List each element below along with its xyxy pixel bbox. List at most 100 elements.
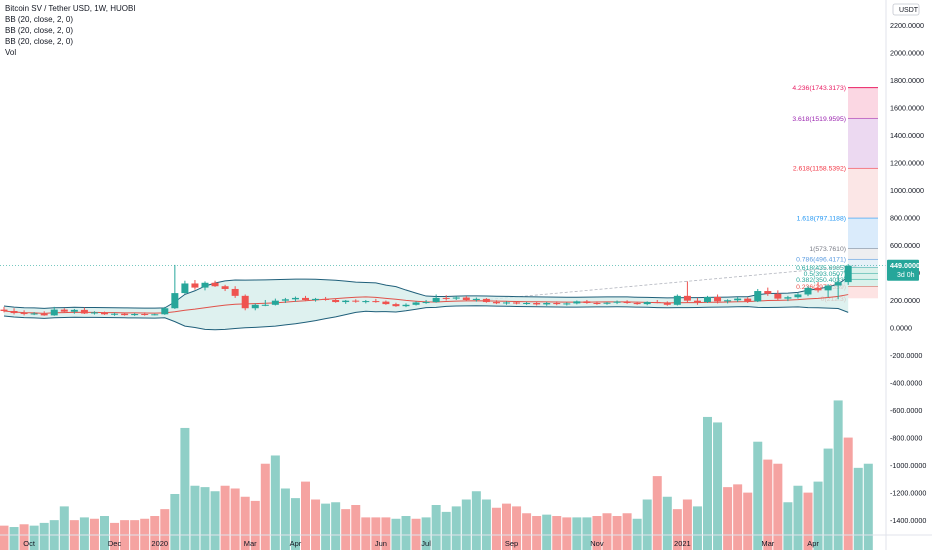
fib-zone — [848, 267, 878, 274]
y-tick-label: -800.0000 — [890, 434, 922, 443]
candle-body — [673, 295, 681, 305]
fib-level-label: 0.236(297.6359) — [796, 284, 846, 291]
volume-bar — [682, 499, 692, 550]
volume-bar — [371, 517, 381, 550]
candle-body — [101, 312, 108, 315]
volume-bar — [542, 514, 552, 550]
price-axis[interactable]: 2200.0000 2000.0000 1800.0000 1600.0000 1400… — [885, 0, 926, 550]
fib-zone — [848, 168, 878, 218]
candle-body — [663, 302, 671, 305]
volume-bar — [652, 476, 662, 550]
candle-body — [754, 291, 762, 302]
volume-bar — [29, 525, 39, 550]
volume-bar — [512, 506, 522, 550]
y-tick-label: 600.0000 — [890, 241, 920, 250]
y-tick-label: -600.0000 — [890, 406, 922, 415]
y-tick-label: 0.0000 — [890, 324, 912, 333]
fib-extension-layer[interactable]: 0.236(297.6359)0.382(350.4033)0.5(393.05… — [0, 85, 886, 303]
volume-bar — [160, 509, 170, 550]
bb-indicator-2[interactable]: BB (20, close, 2, 0) — [5, 26, 74, 35]
candle-body — [251, 304, 259, 309]
candle-body — [342, 300, 350, 303]
candle-body — [181, 283, 189, 294]
candle-body — [131, 314, 139, 316]
candle-body — [352, 300, 360, 302]
fib-zone — [848, 286, 878, 299]
candle-body — [794, 294, 802, 298]
bb-indicator-3[interactable]: BB (20, close, 2, 0) — [5, 37, 74, 46]
candle-body — [834, 282, 842, 286]
volume-bar — [481, 499, 491, 550]
x-tick-label: Oct — [23, 539, 36, 548]
volume-bar — [632, 518, 642, 550]
fib-zone — [848, 279, 878, 287]
y-tick-label: 1400.0000 — [890, 131, 924, 140]
volume-bar — [552, 516, 562, 550]
volume-bar — [391, 518, 401, 550]
volume-bar — [471, 491, 481, 550]
volume-bar — [582, 517, 592, 550]
volume-bar — [773, 463, 783, 550]
volume-bar — [421, 517, 431, 550]
candle-body — [462, 297, 470, 300]
candle-body — [141, 314, 149, 316]
last-price-label[interactable] — [887, 259, 919, 281]
candle-body — [10, 310, 18, 314]
volume-bar — [89, 518, 99, 550]
x-tick-label: Apr — [807, 539, 819, 548]
fib-zone — [848, 217, 878, 249]
volume-bar — [622, 513, 632, 550]
volume-bar — [431, 505, 441, 550]
volume-bar — [803, 492, 813, 550]
legend: Bitcoin SV / Tether USD, 1W, HUOBI BB (2… — [5, 3, 136, 58]
volume-bar — [522, 513, 532, 550]
y-tick-label: -1200.0000 — [890, 489, 926, 498]
volume-bar — [602, 513, 612, 550]
volume-bar — [311, 499, 321, 550]
volume-bar — [381, 517, 391, 550]
candle-body — [90, 312, 98, 314]
candle-body — [281, 299, 289, 301]
volume-bar — [833, 400, 843, 550]
time-axis[interactable]: Oct Dec 2020 Mar Apr Jun Jul Sep Nov 2021 Mar Apr — [0, 534, 932, 548]
volume-indicator[interactable]: Vol — [5, 48, 17, 57]
candle-body — [573, 301, 581, 304]
candle-body — [432, 297, 440, 303]
volume-bar — [451, 506, 461, 550]
symbol-title[interactable]: Bitcoin SV / Tether USD, 1W, HUOBI — [5, 4, 136, 13]
volume-bar — [230, 488, 240, 550]
y-tick-label: 1000.0000 — [890, 186, 924, 195]
volume-bar — [502, 503, 511, 550]
x-tick-label: Nov — [590, 539, 604, 548]
fib-level-label: 2.618(1158.5392) — [793, 166, 846, 173]
volume-bar — [753, 441, 763, 550]
candle-body — [653, 302, 661, 304]
bb-indicator-1[interactable]: BB (20, close, 2, 0) — [5, 15, 74, 24]
y-tick-label: -1000.0000 — [890, 461, 926, 470]
currency-badge[interactable] — [892, 3, 920, 16]
volume-layer — [0, 400, 873, 550]
volume-bar — [290, 498, 300, 550]
y-tick-label: -400.0000 — [890, 379, 922, 388]
volume-bar — [331, 502, 341, 550]
x-tick-label: Apr — [290, 539, 302, 548]
candle-body — [824, 285, 832, 291]
volume-bar — [270, 455, 280, 550]
volume-bar — [743, 492, 753, 550]
candle-body — [70, 309, 78, 312]
candle-body — [603, 302, 611, 304]
volume-bar — [0, 525, 9, 550]
candle-body — [211, 282, 219, 287]
x-tick-label: Mar — [244, 539, 257, 548]
candle-body — [482, 298, 490, 303]
fib-zone — [848, 118, 878, 169]
candle-body — [0, 309, 8, 311]
volume-bar — [441, 511, 451, 550]
volume-bar — [140, 518, 150, 550]
volume-bar — [672, 509, 682, 550]
volume-bar — [110, 522, 120, 550]
candle-body — [472, 298, 480, 300]
candle-body — [523, 303, 531, 305]
volume-bar — [853, 467, 863, 550]
